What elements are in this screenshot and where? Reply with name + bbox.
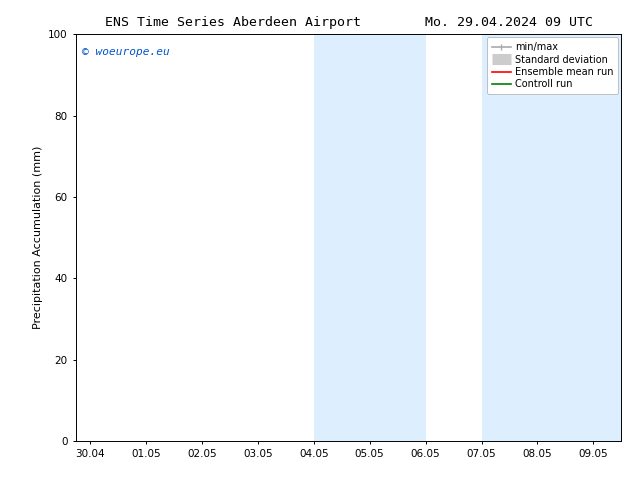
Text: © woeurope.eu: © woeurope.eu — [82, 47, 169, 56]
Bar — [481, 34, 621, 441]
Legend: min/max, Standard deviation, Ensemble mean run, Controll run: min/max, Standard deviation, Ensemble me… — [487, 37, 618, 94]
Y-axis label: Precipitation Accumulation (mm): Precipitation Accumulation (mm) — [32, 146, 42, 329]
Bar — [314, 34, 425, 441]
Title: ENS Time Series Aberdeen Airport        Mo. 29.04.2024 09 UTC: ENS Time Series Aberdeen Airport Mo. 29.… — [105, 16, 593, 29]
